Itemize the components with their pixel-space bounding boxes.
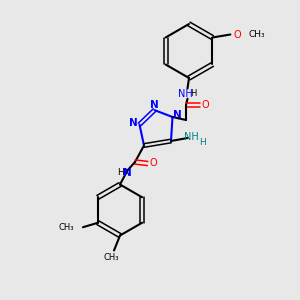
Text: H: H [199, 138, 206, 147]
Text: N: N [172, 110, 182, 121]
Text: CH₃: CH₃ [103, 254, 119, 262]
Text: O: O [201, 100, 209, 110]
Text: CH₃: CH₃ [58, 223, 74, 232]
Text: N: N [150, 100, 159, 110]
Text: N: N [129, 118, 138, 128]
Text: CH₃: CH₃ [248, 30, 265, 39]
Text: NH: NH [178, 88, 193, 99]
Text: NH: NH [184, 132, 199, 142]
Text: H: H [190, 89, 196, 98]
Text: O: O [233, 29, 241, 40]
Text: H: H [118, 168, 124, 177]
Text: O: O [149, 158, 157, 169]
Text: N: N [123, 168, 132, 178]
